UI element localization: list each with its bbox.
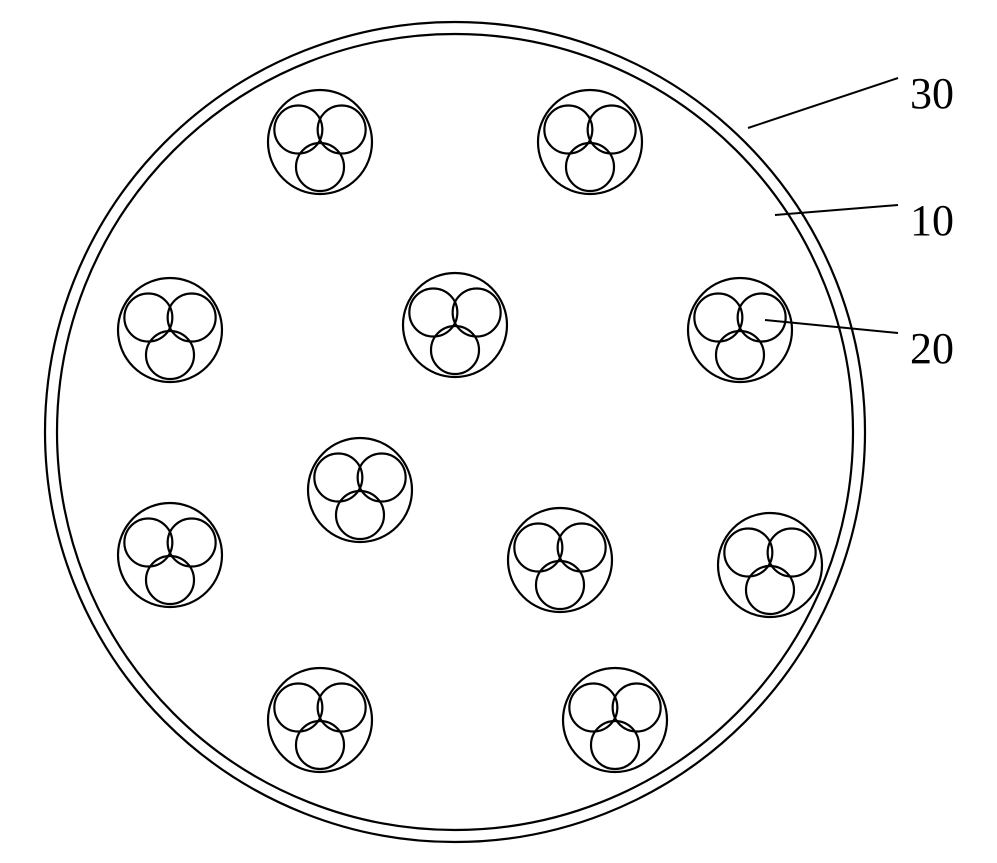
cluster <box>718 513 822 617</box>
cluster <box>268 668 372 772</box>
cluster <box>268 90 372 194</box>
cluster <box>563 668 667 772</box>
cluster <box>118 503 222 607</box>
cluster <box>538 90 642 194</box>
cluster <box>308 438 412 542</box>
callout-label-30: 30 <box>910 68 954 119</box>
cluster <box>118 278 222 382</box>
callout-label-20: 20 <box>910 323 954 374</box>
callout-line-30 <box>748 78 898 128</box>
inner-boundary-circle <box>57 34 853 830</box>
cluster <box>688 278 792 382</box>
diagram-svg <box>0 0 997 863</box>
callout-label-10: 10 <box>910 195 954 246</box>
cluster <box>508 508 612 612</box>
diagram-container: 30 10 20 <box>0 0 997 863</box>
callout-line-10 <box>775 205 898 215</box>
cluster <box>403 273 507 377</box>
